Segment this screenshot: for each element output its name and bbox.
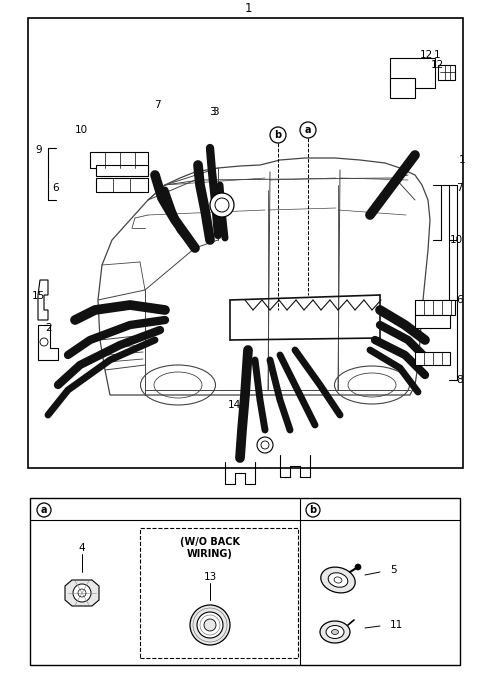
Text: 13: 13 [204,572,216,582]
Text: 4: 4 [79,543,85,553]
Text: 8: 8 [456,375,463,385]
Bar [140,528,298,658]
Text: 3: 3 [209,107,216,117]
Text: 2: 2 [45,323,52,333]
Text: 7: 7 [154,100,161,110]
Bar [90,152,148,168]
Polygon shape [65,580,99,606]
Text: 1: 1 [459,155,466,165]
Bar [438,65,455,80]
Text: 3: 3 [212,107,218,117]
Text: 10: 10 [450,235,463,245]
Text: 1: 1 [433,50,440,60]
Text: a: a [41,505,47,515]
Text: 5: 5 [390,565,396,575]
Text: 11: 11 [390,620,403,630]
Text: 12: 12 [420,50,433,60]
Ellipse shape [320,621,350,643]
Text: 12: 12 [431,60,444,70]
Ellipse shape [328,573,348,587]
Ellipse shape [326,625,344,638]
Circle shape [40,338,48,346]
Text: 7: 7 [456,183,463,193]
Bar [30,498,460,665]
Text: 14: 14 [228,400,241,410]
Bar [96,178,148,192]
Circle shape [210,193,234,217]
Text: a: a [305,125,311,135]
Text: 10: 10 [75,125,88,135]
Polygon shape [38,280,48,320]
Circle shape [355,564,361,570]
Bar [390,58,435,88]
Text: 6: 6 [52,183,59,193]
Bar [415,352,450,365]
Text: b: b [310,505,317,515]
Ellipse shape [321,567,355,593]
Polygon shape [38,325,58,360]
Bar [28,18,463,468]
Text: 9: 9 [35,145,42,155]
Circle shape [73,584,91,602]
Circle shape [257,437,273,453]
Text: b: b [275,130,282,140]
Text: (W/O BACK
WIRING): (W/O BACK WIRING) [180,537,240,559]
Bar [96,165,148,176]
Circle shape [197,612,223,638]
Text: 15: 15 [32,291,45,301]
Circle shape [204,619,216,631]
Bar [415,315,450,328]
Bar [390,78,415,98]
Bar [415,300,455,315]
Text: 1: 1 [244,1,252,14]
Circle shape [190,605,230,645]
Text: 6: 6 [456,295,463,305]
Ellipse shape [332,630,338,634]
